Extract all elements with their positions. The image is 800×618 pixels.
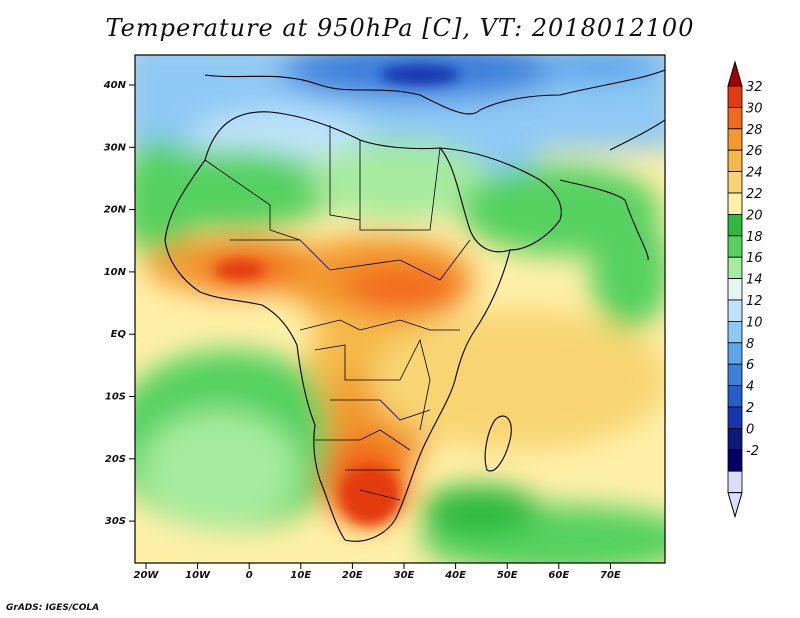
colorbar-segment — [727, 363, 743, 387]
colorbar-value: 10 — [746, 315, 763, 330]
colorbar-value: 2 — [746, 401, 754, 416]
latitude-label: EQ — [111, 329, 127, 340]
latitude-label: 10N — [104, 267, 127, 278]
colorbar-max-arrow — [727, 60, 743, 87]
colorbar-segment — [727, 406, 743, 429]
latitude-label: 10S — [105, 392, 126, 403]
map-title: Temperature at 950hPa [C], VT: 201801210… — [105, 14, 695, 42]
colorbar-segment — [727, 128, 743, 151]
colorbar-segment — [727, 385, 743, 408]
colorbar-segment — [727, 449, 743, 472]
colorbar-segment — [727, 278, 743, 301]
colorbar-segment — [727, 235, 743, 258]
latitude-ticks — [129, 84, 135, 522]
colorbar — [727, 60, 743, 519]
colorbar-value: 18 — [746, 230, 763, 245]
longitude-label: 70E — [600, 570, 621, 581]
colorbar-segment — [727, 342, 743, 365]
colorbar-value: 6 — [746, 358, 754, 373]
colorbar-value: 12 — [746, 294, 763, 309]
longitude-label: 50E — [497, 570, 518, 581]
colorbar-segment — [727, 299, 743, 322]
latitude-label: 20N — [104, 205, 127, 216]
colorbar-value: 20 — [746, 208, 763, 223]
colorbar-value: 16 — [746, 251, 763, 266]
longitude-label: 0 — [246, 570, 253, 581]
colorbar-segment — [727, 320, 743, 344]
colorbar-value: 0 — [746, 422, 754, 437]
colorbar-segment — [727, 192, 743, 215]
colorbar-value: 32 — [746, 80, 763, 95]
colorbar-value: 8 — [746, 337, 754, 352]
longitude-label: 20W — [134, 570, 160, 581]
latitude-label: 30S — [105, 516, 126, 527]
colorbar-value: 30 — [746, 101, 763, 116]
plot-frame — [134, 54, 666, 564]
temperature-field — [135, 55, 665, 563]
colorbar-value: 14 — [746, 273, 763, 288]
country-borders — [204, 125, 471, 501]
latitude-label: 40N — [103, 80, 127, 91]
colorbar-segment — [727, 107, 743, 130]
colorbar-segment — [727, 256, 743, 280]
colorbar-value: 26 — [746, 144, 763, 159]
colorbar-segment — [727, 149, 743, 172]
colorbar-value: 24 — [746, 166, 763, 181]
longitude-ticks — [145, 563, 611, 569]
longitude-label: 10W — [185, 570, 211, 581]
longitude-labels: 20W 10W 0 10E 20E 30E 40E 50E 60E 70E — [134, 570, 621, 581]
colorbar-min-arrow — [727, 492, 743, 519]
longitude-label: 10E — [290, 570, 311, 581]
colorbar-segment — [727, 427, 743, 451]
colorbar-segment — [727, 213, 743, 237]
latitude-labels: 40N 30N 20N 10N EQ 10S 20S 30S — [103, 80, 127, 527]
colorbar-value: -2 — [746, 444, 759, 459]
colorbar-value: 28 — [746, 123, 763, 138]
latitude-label: 20S — [105, 454, 126, 465]
colorbar-segment — [727, 171, 743, 194]
colorbar-value: 4 — [746, 380, 754, 395]
longitude-label: 20E — [342, 570, 363, 581]
longitude-label: 40E — [444, 570, 466, 581]
colorbar-value: 22 — [746, 187, 763, 202]
colorbar-segment — [727, 470, 743, 494]
grads-credit: GrADS: IGES/COLA — [6, 603, 100, 613]
colorbar-segment — [727, 85, 743, 108]
longitude-label: 30E — [394, 570, 415, 581]
latitude-label: 30N — [104, 142, 127, 153]
longitude-label: 60E — [548, 570, 569, 581]
